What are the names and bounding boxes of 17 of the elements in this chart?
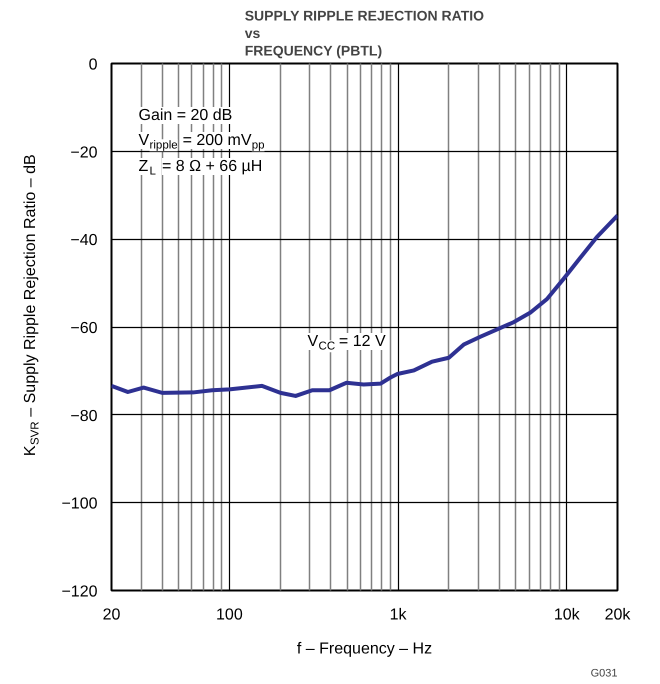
- chart-title: SUPPLY RIPPLE REJECTION RATIO vs FREQUENCY (PBTL): [244, 7, 484, 58]
- annotation: Gain = 20 dB: [138, 107, 232, 124]
- y-axis-title: KSVR – Supply Ripple Rejection Ratio – dB: [22, 154, 42, 456]
- text: G031: [590, 668, 618, 680]
- y-tick-label: 0: [88, 56, 98, 74]
- x-tick-label: 20k: [604, 606, 632, 624]
- y-tick-label: −40: [70, 232, 98, 250]
- y-tick-label: −80: [70, 408, 98, 425]
- x-axis-title: f – Frequency – Hz: [296, 640, 432, 658]
- y-tick-label: −100: [61, 496, 98, 513]
- x-tick-label: 1k: [390, 606, 408, 624]
- x-tick-label: 10k: [554, 606, 581, 624]
- x-tick-label: 20: [102, 606, 120, 624]
- x-tick-label: 100: [216, 606, 243, 624]
- y-tick-label: −20: [70, 144, 98, 162]
- y-tick-label: −120: [61, 584, 98, 600]
- y-tick-label: −60: [70, 320, 98, 337]
